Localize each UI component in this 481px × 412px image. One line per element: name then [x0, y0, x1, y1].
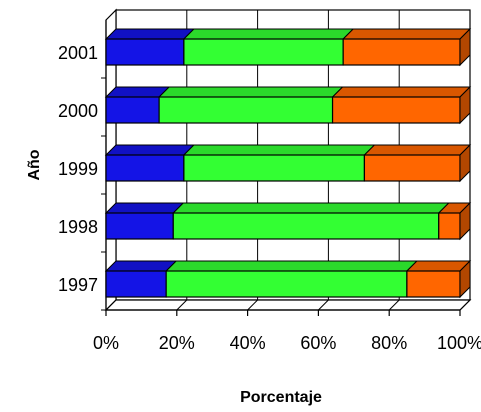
bar-top-face — [363, 144, 472, 156]
bar-top-face — [182, 28, 355, 40]
bar-segment — [438, 212, 461, 240]
bar-group — [104, 143, 472, 183]
y-tick-label: 1999 — [58, 159, 98, 179]
bar-group — [104, 201, 472, 241]
bar-end-face — [459, 259, 471, 299]
y-tick-label: 1998 — [58, 217, 98, 237]
bar-segment — [172, 212, 440, 240]
bar-group — [104, 259, 472, 299]
x-tick-label: 100% — [437, 333, 481, 353]
floor-gridline — [459, 299, 471, 311]
y-tick-label: 1997 — [58, 275, 98, 295]
x-tick-label: 60% — [300, 333, 336, 353]
bar-end-face — [459, 27, 471, 67]
bar-top-face — [331, 86, 472, 98]
bar-segment — [105, 212, 174, 240]
bar-top-face — [104, 144, 196, 156]
bar-top-face — [164, 260, 419, 272]
bar-top-face — [157, 86, 344, 98]
bar-end-face — [459, 143, 471, 183]
bar-top-face — [405, 260, 472, 272]
bar-segment — [363, 154, 461, 182]
bar-top-face — [104, 202, 185, 214]
bar-top-face — [104, 86, 171, 98]
floor-gridline — [247, 299, 258, 311]
y-axis-title: Año — [26, 149, 43, 180]
bar-end-face — [459, 201, 471, 241]
bar-segment — [183, 38, 344, 66]
x-tick-label: 0% — [93, 333, 119, 353]
x-tick-label: 80% — [371, 333, 407, 353]
bar-top-face — [182, 144, 376, 156]
bar-top-face — [104, 28, 196, 40]
bar-segment — [105, 154, 185, 182]
x-tick-label: 20% — [159, 333, 195, 353]
bar-segment — [105, 96, 160, 124]
floor-gridline — [318, 299, 329, 311]
bar-group — [104, 85, 472, 125]
bar-group — [104, 27, 472, 67]
y-tick-label: 2001 — [58, 43, 98, 63]
floor-gridline — [105, 299, 117, 311]
bars — [104, 27, 472, 299]
x-axis-title: Porcentaje — [240, 389, 322, 406]
bar-segment — [406, 270, 461, 298]
bar-top-face — [172, 202, 450, 214]
bar-segment — [165, 270, 408, 298]
bar-top-face — [104, 260, 178, 272]
y-tick-labels: 1997 1998 1999 2000 2001 — [58, 43, 98, 295]
bar-segment — [105, 270, 167, 298]
x-tick-label: 40% — [230, 333, 266, 353]
y-tick-label: 2000 — [58, 101, 98, 121]
x-tick-labels: 0% 20% 40% 60% 80% 100% — [93, 333, 481, 353]
bar-segment — [342, 38, 461, 66]
bar-segment — [331, 96, 461, 124]
bar-end-face — [459, 85, 471, 125]
bar-segment — [183, 154, 366, 182]
bar-segment — [158, 96, 334, 124]
floor-gridline — [176, 299, 188, 311]
floor-gridline — [388, 299, 400, 311]
floor — [104, 299, 472, 311]
bar-segment — [105, 38, 185, 66]
bar-top-face — [341, 28, 472, 40]
